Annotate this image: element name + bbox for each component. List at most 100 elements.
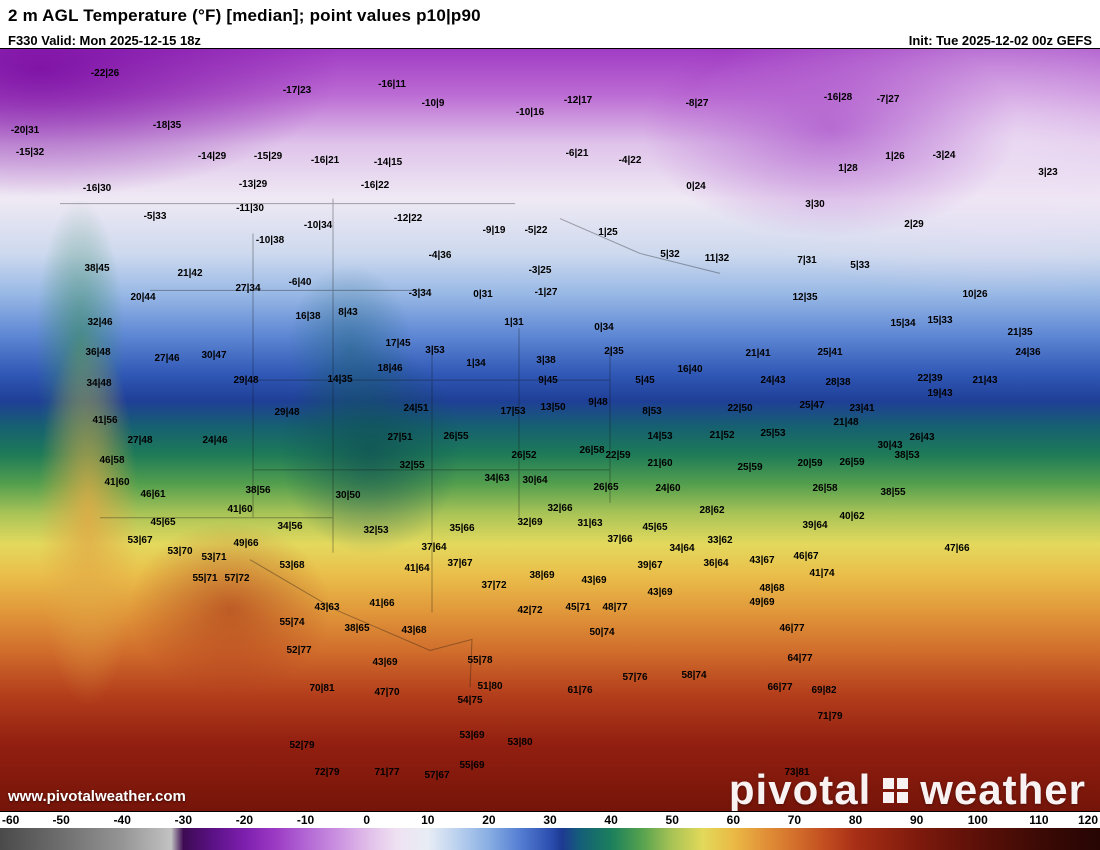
point-value: 26|43 xyxy=(909,432,935,443)
point-value: -3|34 xyxy=(408,288,432,299)
point-value: 34|56 xyxy=(277,521,303,532)
point-value: 5|45 xyxy=(635,375,655,386)
point-value: -17|23 xyxy=(282,85,312,96)
point-value: 1|34 xyxy=(466,358,486,369)
point-value: 32|46 xyxy=(87,317,113,328)
point-value: 13|50 xyxy=(540,402,566,413)
figure-title: 2 m AGL Temperature (°F) [median]; point… xyxy=(8,6,481,25)
point-value: -1|27 xyxy=(534,287,558,298)
point-value: 24|43 xyxy=(760,375,786,386)
point-value: 49|69 xyxy=(749,597,775,608)
point-value: -5|22 xyxy=(524,225,548,236)
point-value: -4|36 xyxy=(428,250,452,261)
point-value: 61|76 xyxy=(567,685,593,696)
point-value: 32|55 xyxy=(399,460,425,471)
point-value: 38|45 xyxy=(84,263,110,274)
temperature-colorbar: -60 -50 -40 -30 -20 -10 0 10 20 30 40 50 60 70 80 90 100… xyxy=(0,812,1100,850)
point-value: 53|70 xyxy=(167,546,193,557)
point-value: 10|26 xyxy=(962,289,988,300)
point-value: 30|47 xyxy=(201,350,227,361)
point-value: 51|80 xyxy=(477,681,503,692)
point-value: 0|31 xyxy=(473,289,493,300)
point-value: -16|30 xyxy=(82,183,112,194)
point-value: 53|67 xyxy=(127,535,153,546)
point-value: 37|64 xyxy=(421,542,447,553)
point-value: 30|64 xyxy=(522,475,548,486)
point-value: 55|78 xyxy=(467,655,493,666)
point-value: 49|66 xyxy=(233,538,259,549)
point-value: -10|38 xyxy=(255,235,285,246)
colorbar-tick-label: 40 xyxy=(604,813,618,827)
point-value: 70|81 xyxy=(309,683,335,694)
point-value: 42|72 xyxy=(517,605,543,616)
point-value: 43|63 xyxy=(314,602,340,613)
colorbar-tick-label: 0 xyxy=(363,813,370,827)
point-value: 46|67 xyxy=(793,551,819,562)
point-value: 71|77 xyxy=(374,767,400,778)
point-value: 58|74 xyxy=(681,670,707,681)
point-value: 20|44 xyxy=(130,292,156,303)
colorbar-tick-label: 60 xyxy=(726,813,741,827)
point-value: 27|48 xyxy=(127,435,153,446)
point-value: 21|48 xyxy=(833,417,859,428)
point-value: 21|42 xyxy=(177,268,203,279)
colorbar-gradient xyxy=(0,828,1100,850)
point-value: 43|69 xyxy=(372,657,398,668)
point-value: 15|33 xyxy=(927,315,953,326)
point-value: 41|64 xyxy=(404,563,430,574)
point-value: -3|25 xyxy=(528,265,552,276)
point-value: 54|75 xyxy=(457,695,483,706)
point-value: 16|38 xyxy=(295,311,321,322)
point-value: 45|65 xyxy=(150,517,176,528)
point-value: -10|16 xyxy=(515,107,545,118)
point-value: -8|27 xyxy=(685,98,709,109)
point-value: 53|69 xyxy=(459,730,485,741)
colorbar-tick-label: 30 xyxy=(543,813,557,827)
point-value: 3|53 xyxy=(425,345,445,356)
point-value: 71|79 xyxy=(817,711,843,722)
point-value: 69|82 xyxy=(811,685,837,696)
point-value: -7|27 xyxy=(876,94,900,105)
point-value: 50|74 xyxy=(589,627,615,638)
point-value: 41|66 xyxy=(369,598,395,609)
point-value: -15|29 xyxy=(253,151,283,162)
point-value: 0|24 xyxy=(686,181,706,192)
point-value: 47|70 xyxy=(374,687,400,698)
point-value: -15|32 xyxy=(15,147,45,158)
point-value: 46|77 xyxy=(779,623,805,634)
point-value: -12|17 xyxy=(563,95,593,106)
point-value: 47|66 xyxy=(944,543,970,554)
point-value: -20|31 xyxy=(10,125,40,136)
point-value: 48|68 xyxy=(759,583,785,594)
brand-word-pivotal: pivotal xyxy=(728,766,872,812)
point-value: -3|24 xyxy=(932,150,956,161)
point-value: 38|65 xyxy=(344,623,370,634)
colorbar-tick-label: 80 xyxy=(848,813,863,827)
point-value: 43|69 xyxy=(647,587,673,598)
point-value: 39|67 xyxy=(637,560,663,571)
point-value: 57|72 xyxy=(224,573,250,584)
point-value: 8|43 xyxy=(338,307,358,318)
point-value: 1|26 xyxy=(885,151,905,162)
point-value: 39|64 xyxy=(802,520,828,531)
point-value: 43|67 xyxy=(749,555,775,566)
point-value: 41|60 xyxy=(227,504,253,515)
point-value: -16|11 xyxy=(378,79,406,90)
point-value: 45|71 xyxy=(565,602,591,613)
point-value: 20|59 xyxy=(797,458,823,469)
point-value: -14|15 xyxy=(373,157,403,168)
colorbar-tick-label: 90 xyxy=(909,813,924,827)
point-value: 40|62 xyxy=(839,511,865,522)
point-value: -4|22 xyxy=(618,155,642,166)
point-value: 43|69 xyxy=(581,575,607,586)
point-value: 30|43 xyxy=(877,440,903,451)
point-value: 22|50 xyxy=(727,403,753,414)
point-value: -18|35 xyxy=(152,120,182,131)
point-value: 27|51 xyxy=(387,432,413,443)
colorbar-ticks: -60 -50 -40 -30 -20 -10 0 10 20 30 40 50 60 70 80 90 100… xyxy=(0,812,1100,828)
colorbar-tick-label: -50 xyxy=(52,813,70,827)
point-value: 26|52 xyxy=(511,450,537,461)
point-value: 57|67 xyxy=(424,770,450,781)
point-value: 46|61 xyxy=(140,489,166,500)
point-value: -16|21 xyxy=(310,155,340,166)
